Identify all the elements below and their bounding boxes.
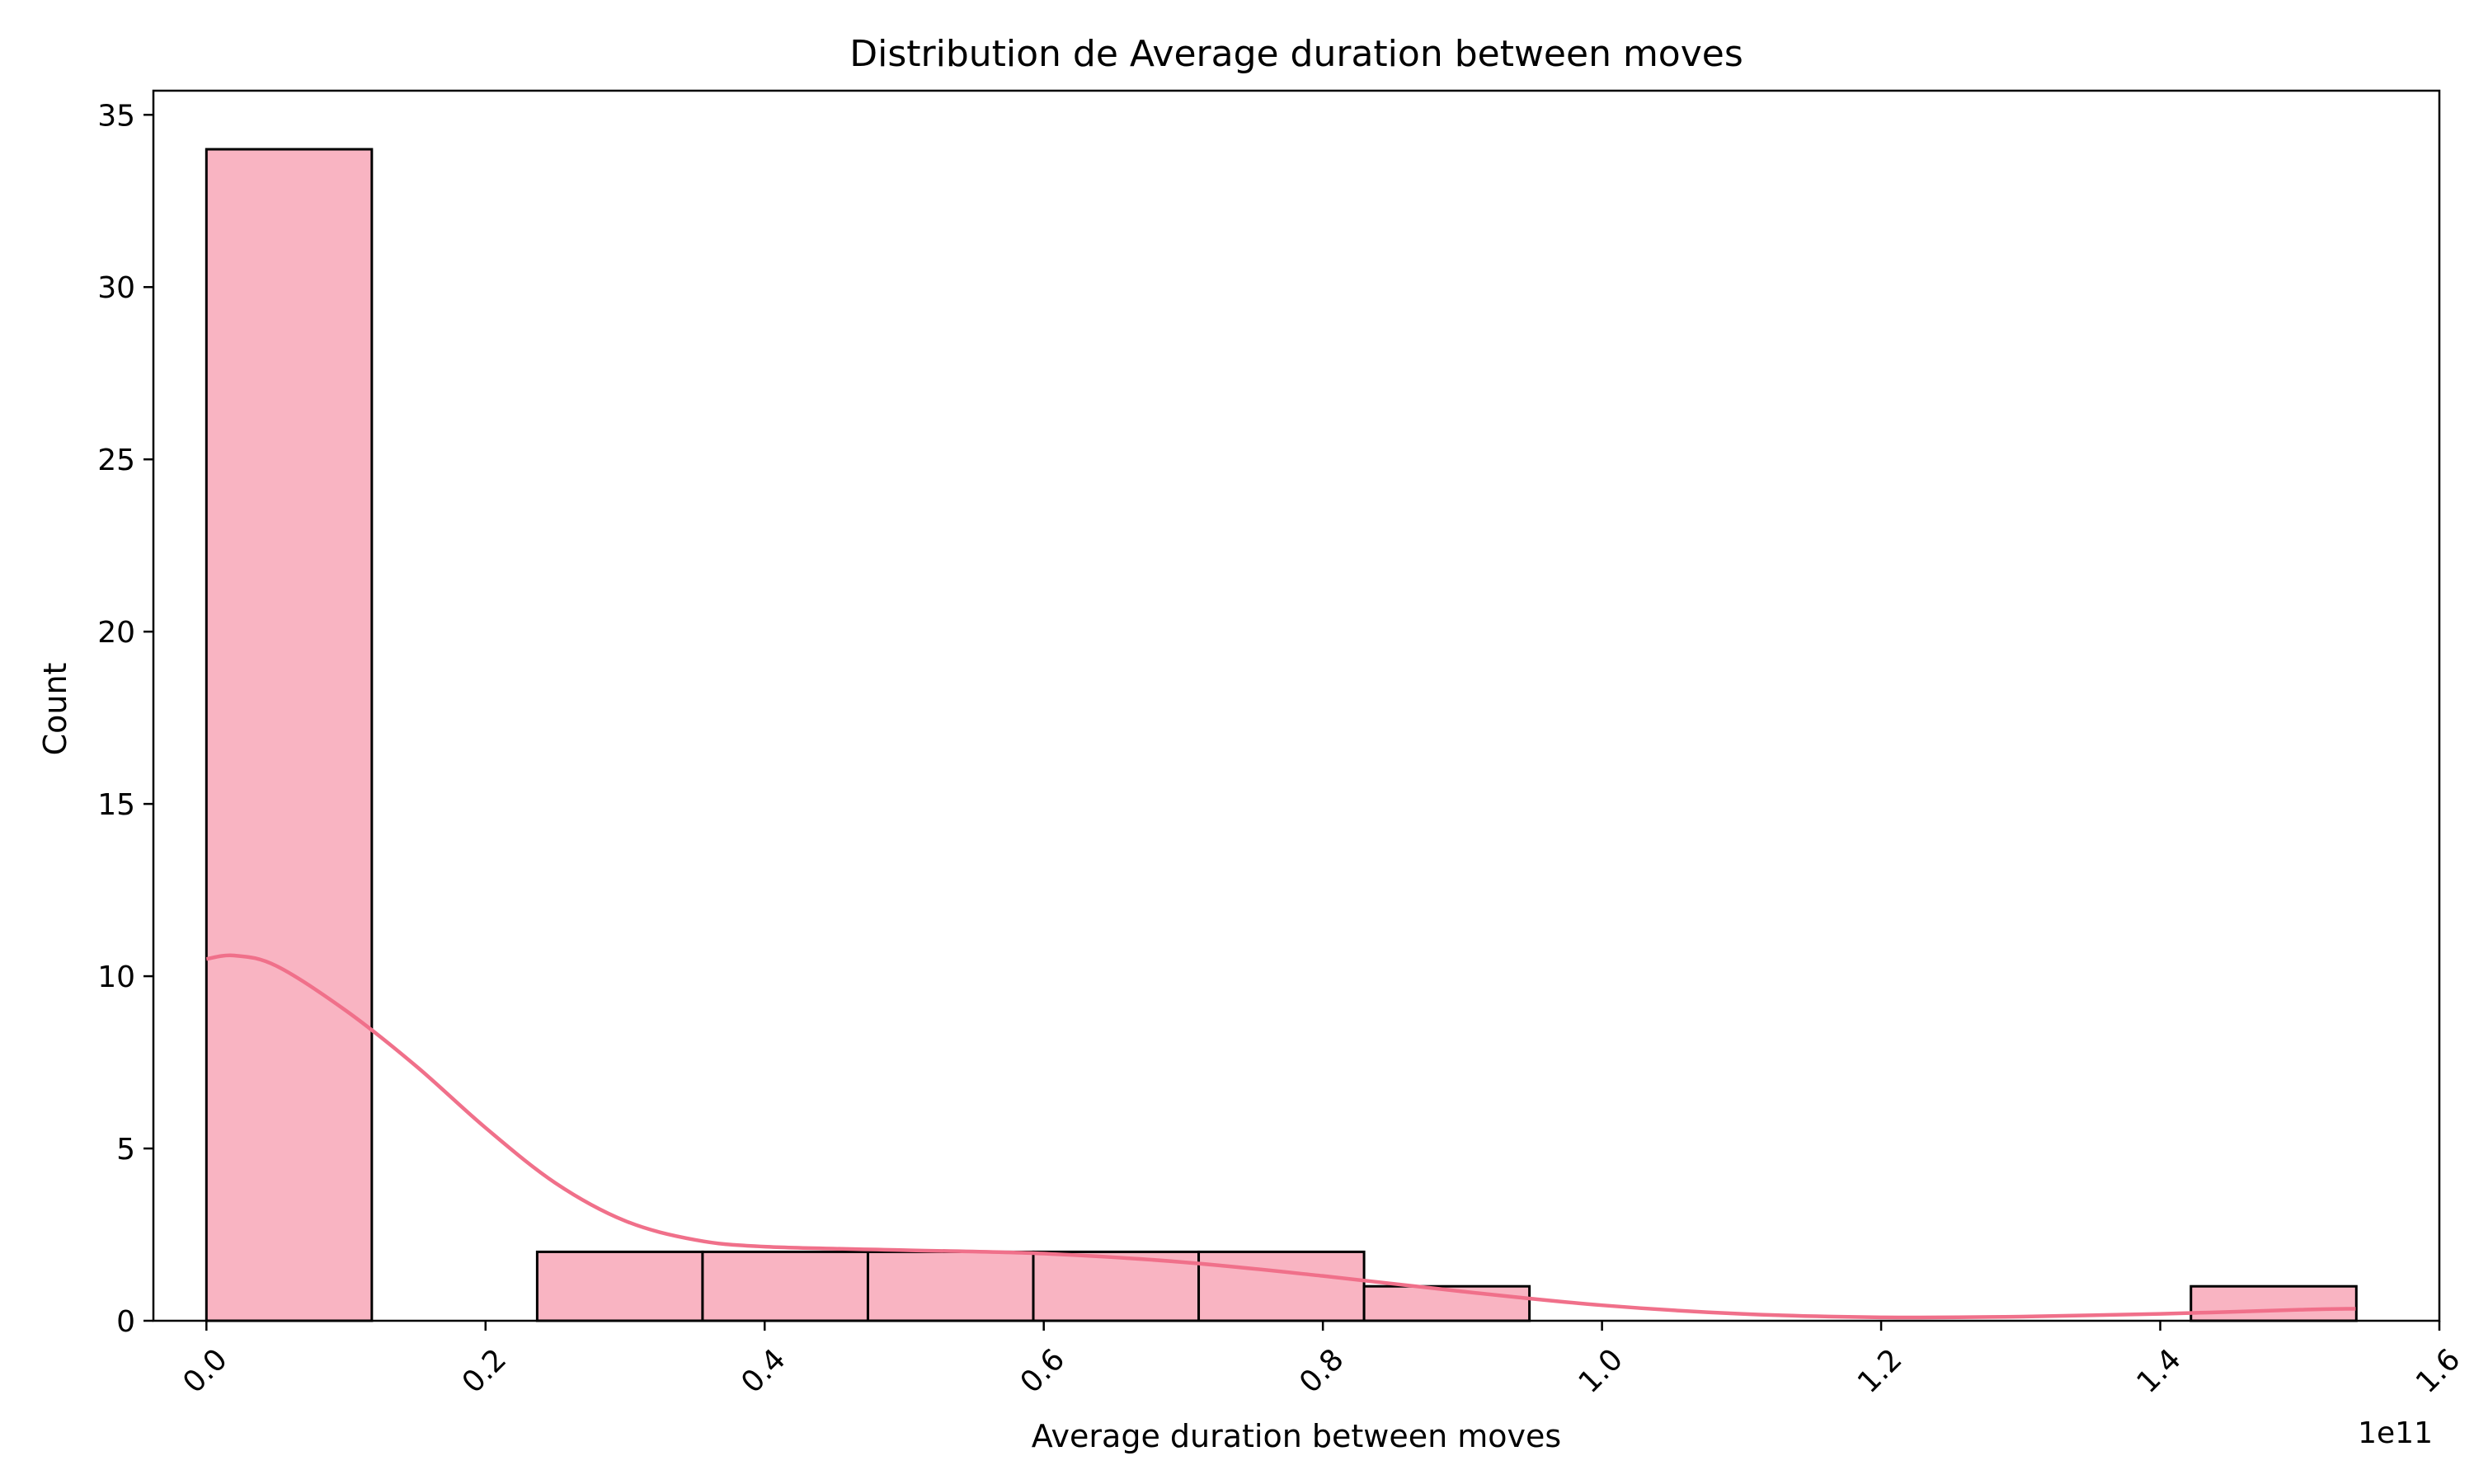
y-axis-ticks: 0 5 10 15 20 25 30 35 [97,99,153,1339]
histogram-bar [701,1250,869,1322]
x-axis-label: Average duration between moves [1032,1418,1561,1454]
histogram-bar [2189,1284,2358,1322]
kde-curve [205,953,2356,1320]
histogram-bar [1362,1284,1531,1322]
y-tick-label: 25 [97,444,135,477]
y-tick-label: 5 [116,1133,135,1167]
y-axis-label: Count [37,663,73,756]
plot-area-frame [152,89,2441,1322]
y-tick-label: 20 [97,616,135,650]
chart-title: Distribution de Average duration between… [849,33,1743,75]
histogram-bar [1197,1250,1366,1322]
y-tick-label: 0 [116,1305,135,1339]
y-tick-label: 15 [97,788,135,822]
histogram-bar [866,1250,1035,1322]
y-tick-label: 10 [97,960,135,994]
histogram-bars [205,148,2358,1322]
y-tick-label: 30 [97,271,135,305]
histogram-bar [535,1250,704,1322]
x-axis-offset-label: 1e11 [2358,1416,2433,1450]
histogram-bar [205,148,374,1322]
y-tick-label: 35 [97,99,135,133]
